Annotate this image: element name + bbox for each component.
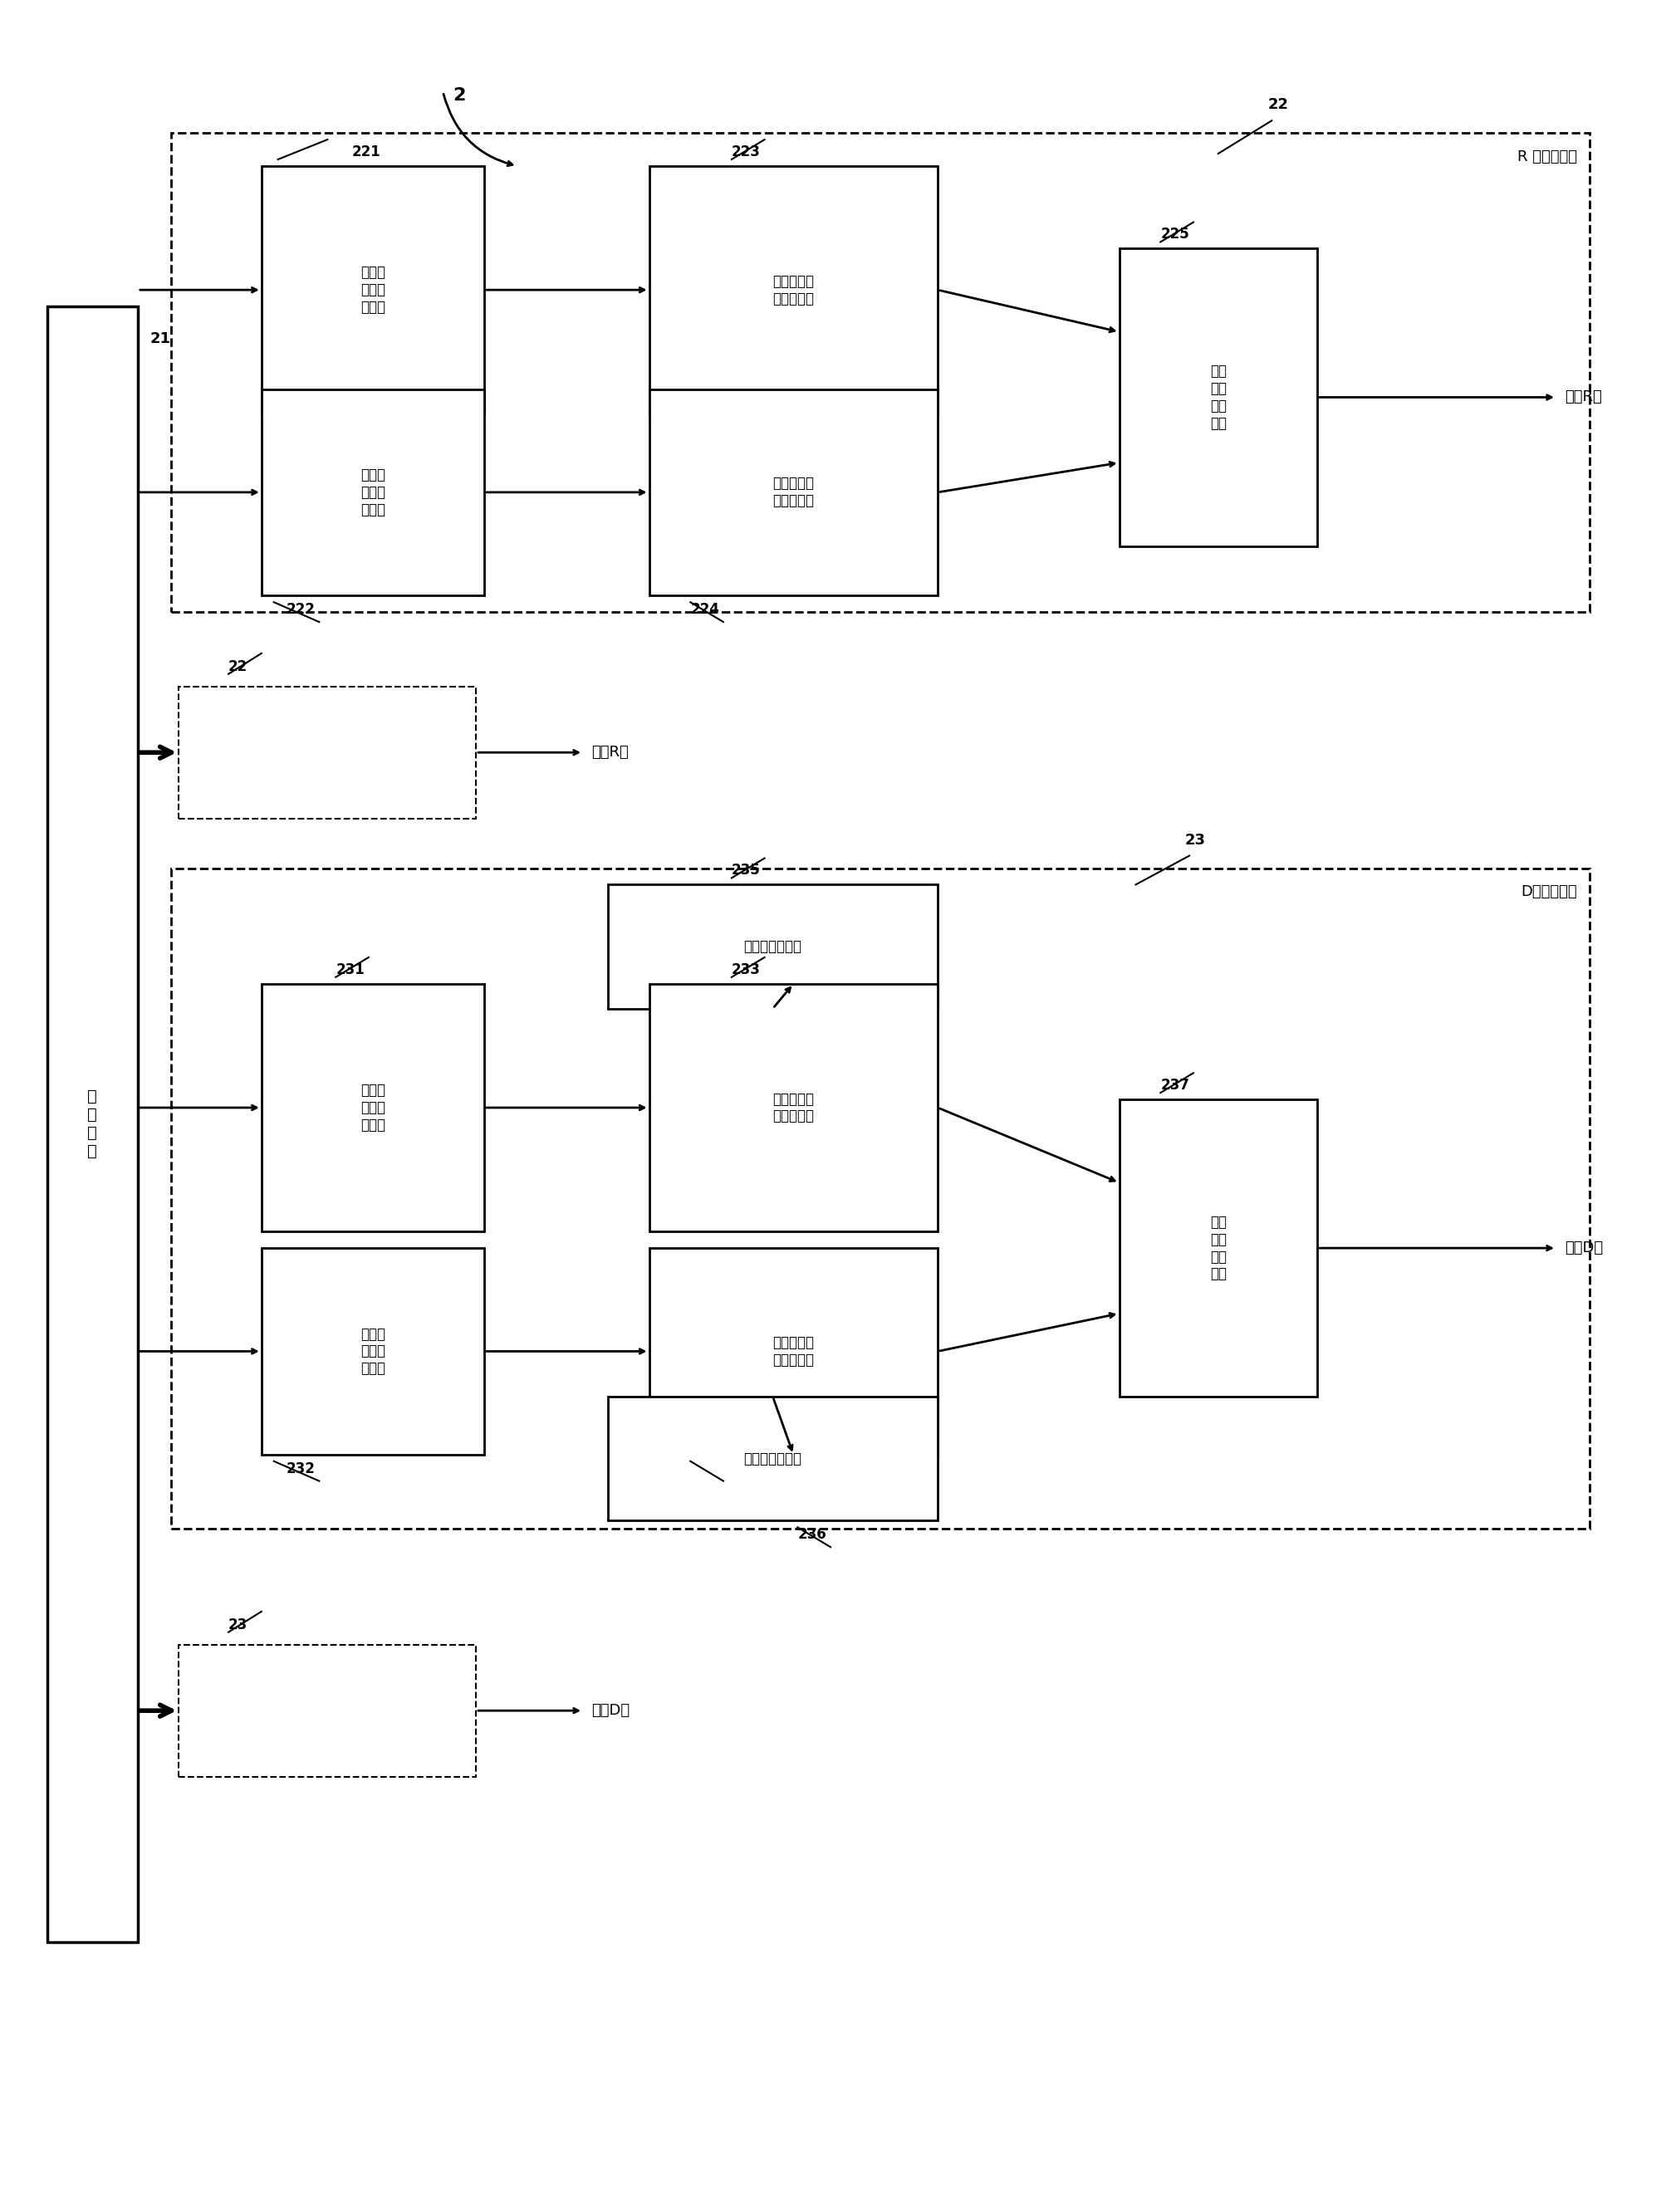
Text: 235: 235 — [732, 863, 760, 878]
FancyBboxPatch shape — [261, 984, 485, 1232]
Text: 234: 234 — [690, 1462, 719, 1475]
Text: 输出D波: 输出D波 — [592, 1703, 630, 1719]
FancyBboxPatch shape — [1120, 248, 1317, 546]
Text: 232: 232 — [286, 1462, 316, 1475]
Text: 224: 224 — [690, 602, 719, 617]
Text: R 波生成模块: R 波生成模块 — [1517, 150, 1577, 164]
FancyBboxPatch shape — [261, 1248, 485, 1455]
Text: 222: 222 — [286, 602, 316, 617]
Text: 23: 23 — [1185, 832, 1206, 847]
Text: 23: 23 — [229, 1617, 247, 1632]
Text: 第二正
电平变
换单元: 第二正 电平变 换单元 — [361, 1084, 386, 1133]
Text: 控
制
模
块: 控 制 模 块 — [87, 1088, 97, 1159]
Text: 231: 231 — [336, 962, 364, 978]
FancyBboxPatch shape — [1120, 1099, 1317, 1396]
Text: D波生成模块: D波生成模块 — [1521, 885, 1577, 900]
Text: 233: 233 — [732, 962, 760, 978]
Text: 输出R波: 输出R波 — [1564, 389, 1602, 405]
Text: 第一负向信
号生成单元: 第一负向信 号生成单元 — [772, 476, 814, 509]
FancyBboxPatch shape — [648, 166, 937, 414]
Text: 第二正向信
号生成单元: 第二正向信 号生成单元 — [772, 1091, 814, 1124]
Text: 第二
信号
合成
单元: 第二 信号 合成 单元 — [1210, 1214, 1227, 1281]
FancyBboxPatch shape — [608, 885, 937, 1009]
Text: 第二负
电平变
换单元: 第二负 电平变 换单元 — [361, 1327, 386, 1376]
FancyBboxPatch shape — [648, 1248, 937, 1455]
Text: 输出R波: 输出R波 — [592, 745, 628, 761]
Text: 负幅值控制单元: 负幅值控制单元 — [744, 1451, 802, 1467]
Text: 21: 21 — [150, 332, 170, 345]
Text: 第一正
电平变
换单元: 第一正 电平变 换单元 — [361, 265, 386, 314]
Text: 22: 22 — [1268, 97, 1288, 113]
Text: 2: 2 — [453, 88, 466, 104]
Text: 237: 237 — [1160, 1077, 1190, 1093]
Text: 第一负
电平变
换单元: 第一负 电平变 换单元 — [361, 467, 386, 518]
Text: 236: 236 — [797, 1526, 827, 1542]
Text: 正幅值控制单元: 正幅值控制单元 — [744, 940, 802, 953]
Text: 输出D波: 输出D波 — [1564, 1241, 1602, 1256]
Text: 第一正向信
号生成单元: 第一正向信 号生成单元 — [772, 274, 814, 305]
FancyBboxPatch shape — [648, 389, 937, 595]
Text: 第二负向信
号生成单元: 第二负向信 号生成单元 — [772, 1336, 814, 1367]
FancyBboxPatch shape — [608, 1396, 937, 1520]
Text: 225: 225 — [1160, 228, 1190, 241]
FancyBboxPatch shape — [261, 389, 485, 595]
Text: 223: 223 — [732, 144, 760, 159]
Text: 22: 22 — [229, 659, 247, 675]
FancyBboxPatch shape — [261, 166, 485, 414]
FancyBboxPatch shape — [648, 984, 937, 1232]
FancyBboxPatch shape — [47, 307, 137, 1942]
Text: 221: 221 — [353, 144, 381, 159]
Text: 第一
信号
合成
单元: 第一 信号 合成 单元 — [1210, 365, 1227, 431]
